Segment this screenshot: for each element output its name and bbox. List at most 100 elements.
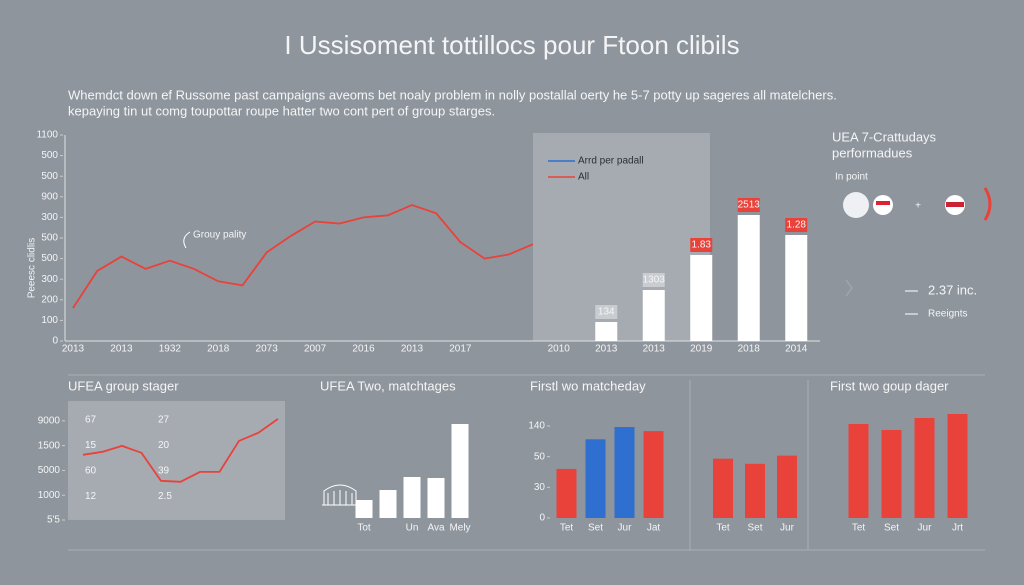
x-tick-label: Tet: [716, 523, 730, 534]
bar: [745, 463, 765, 518]
x-tick-label: 2013: [595, 344, 618, 355]
bar: [403, 477, 421, 518]
annotation-bracket: [183, 231, 191, 249]
bar: [556, 468, 577, 518]
data-label: 134: [598, 307, 615, 318]
bar: [947, 414, 968, 518]
side-item: 2.37 inc.: [928, 282, 977, 297]
bar: [777, 455, 797, 518]
label-box: [785, 218, 808, 232]
x-tick-label: 2073: [256, 344, 279, 355]
y-tick-label: 5'5: [47, 515, 60, 526]
bar: [881, 430, 902, 518]
x-tick-label: 2018: [207, 344, 230, 355]
y-tick-label: 9000: [38, 415, 61, 426]
y-tick-label: 500: [41, 150, 58, 161]
x-tick-label: 2016: [352, 344, 375, 355]
side-item: Reeignts: [928, 309, 967, 320]
line: [72, 204, 534, 309]
y-tick-label: 900: [41, 191, 58, 202]
overlay-label: 12: [85, 491, 97, 502]
x-tick-label: 1932: [159, 344, 182, 355]
y-tick-label: 300: [41, 212, 58, 223]
y-tick-label: 500: [41, 253, 58, 264]
x-tick-label: Mely: [449, 523, 470, 534]
legend-label: All: [578, 172, 589, 183]
overlay-label: 39: [158, 466, 170, 477]
x-tick-label: 2013: [401, 344, 424, 355]
side-title: performadues: [832, 145, 913, 160]
y-tick-label: 200: [41, 294, 58, 305]
x-tick-label: 2013: [62, 344, 85, 355]
label-box: [595, 305, 618, 319]
arrow: [845, 279, 853, 297]
chart-title: UFEA group stager: [68, 378, 179, 393]
y-tick-label: 100: [41, 315, 58, 326]
bar: [690, 255, 713, 341]
x-tick-label: 2018: [738, 344, 761, 355]
y-tick-label: 50: [534, 451, 546, 462]
data-label: 1303: [643, 275, 666, 286]
plot-panel: [68, 401, 285, 520]
x-tick-label: Ava: [427, 523, 444, 534]
y-tick-label: 1000: [38, 490, 61, 501]
bar: [848, 424, 869, 518]
stadium-icon: [322, 484, 358, 506]
svg-text:+: +: [915, 201, 921, 212]
bar: [595, 322, 618, 341]
overlay-label: 15: [85, 440, 97, 451]
label-box: [690, 238, 713, 252]
overlay-label: 27: [158, 415, 170, 426]
x-tick-label: Set: [884, 523, 899, 534]
y-tick-label: 140: [528, 421, 545, 432]
overlay-label: 60: [85, 466, 97, 477]
bar: [737, 215, 760, 341]
data-label: 1.28: [787, 220, 807, 231]
x-tick-label: Jat: [647, 523, 661, 534]
y-tick-label: 0: [52, 336, 58, 347]
side-title: UEA 7-Crattudays: [832, 129, 937, 144]
x-tick-label: 2013: [110, 344, 133, 355]
y-tick-label: 0: [539, 513, 545, 524]
overlay-panel: [533, 133, 710, 341]
bar: [914, 418, 935, 518]
x-tick-label: Tet: [852, 523, 866, 534]
overlay-label: 20: [158, 440, 170, 451]
label-box: [642, 273, 665, 287]
bar: [451, 424, 469, 518]
bar: [713, 458, 733, 518]
y-tick-label: 5000: [38, 465, 61, 476]
data-label: 1.83: [692, 240, 712, 251]
label-box: [737, 198, 760, 212]
bar: [379, 490, 397, 518]
bar: [642, 290, 665, 341]
bar: [427, 478, 445, 518]
x-tick-label: Set: [588, 523, 603, 534]
x-tick-label: 2019: [690, 344, 713, 355]
x-tick-label: Jrt: [952, 523, 963, 534]
y-tick-label: 1100: [36, 130, 58, 141]
x-tick-label: Jur: [618, 523, 633, 534]
overlay-label: 2.5: [158, 491, 172, 502]
side-subtitle: In point: [835, 172, 868, 183]
x-tick-label: Jur: [780, 523, 795, 534]
bar: [643, 431, 664, 518]
y-axis-label: Peeesc clidlis: [27, 238, 38, 299]
y-tick-label: 500: [41, 233, 58, 244]
page-title: I Ussisoment tottillocs pour Ftoon clibi…: [284, 30, 739, 60]
legend-label: Arrd per padall: [578, 156, 644, 167]
x-tick-label: 2014: [785, 344, 808, 355]
bar: [355, 500, 373, 518]
subtitle: kepaying tin ut comg toupottar roupe hat…: [68, 103, 495, 118]
data-label: 2513: [738, 200, 761, 211]
bar: [614, 427, 635, 518]
annotation: Grouy pality: [193, 230, 246, 241]
bar: [585, 439, 606, 518]
x-tick-label: 2010: [548, 344, 571, 355]
x-tick-label: Tet: [560, 523, 574, 534]
x-tick-label: Tot: [357, 523, 371, 534]
x-tick-label: Set: [747, 523, 762, 534]
x-tick-label: 2017: [449, 344, 472, 355]
bar: [785, 235, 808, 341]
